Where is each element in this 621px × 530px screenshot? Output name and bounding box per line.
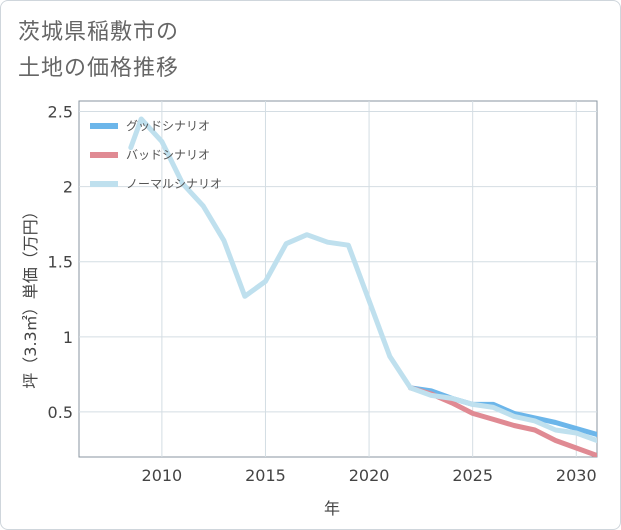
x-tick-label: 2020 [349, 466, 390, 485]
y-tick-labels: 0.5 1 1.5 2 2.5 [48, 103, 73, 422]
x-tick-label: 2025 [452, 466, 493, 485]
chart-title: 茨城県稲敷市の 土地の価格推移 [18, 15, 179, 87]
x-tick-labels: 2010 2015 2020 2025 2030 [142, 466, 597, 485]
y-tick-label: 1 [63, 328, 73, 347]
x-tick-label: 2015 [245, 466, 286, 485]
y-tick-label: 2.5 [48, 103, 73, 122]
y-gridlines [79, 111, 597, 413]
series-lines [128, 116, 597, 457]
legend-label: ノーマルシナリオ [126, 177, 222, 191]
y-tick-label: 1.5 [48, 253, 73, 272]
x-tick-label: 2030 [556, 466, 597, 485]
plot-area [78, 100, 598, 458]
chart-title-line-2: 土地の価格推移 [18, 56, 180, 81]
y-axis-title: 坪（3.3㎡）単価（万円） [21, 203, 40, 388]
y-tick-label: 0.5 [48, 403, 73, 422]
legend-label: グッドシナリオ [126, 119, 210, 133]
x-axis-title: 年 [324, 499, 340, 518]
series-line-2 [128, 116, 597, 443]
legend-label: バッドシナリオ [126, 148, 210, 162]
chart-title-line-1: 茨城県稲敷市の [18, 20, 180, 45]
x-tick-label: 2010 [142, 466, 183, 485]
y-tick-label: 2 [63, 178, 73, 197]
